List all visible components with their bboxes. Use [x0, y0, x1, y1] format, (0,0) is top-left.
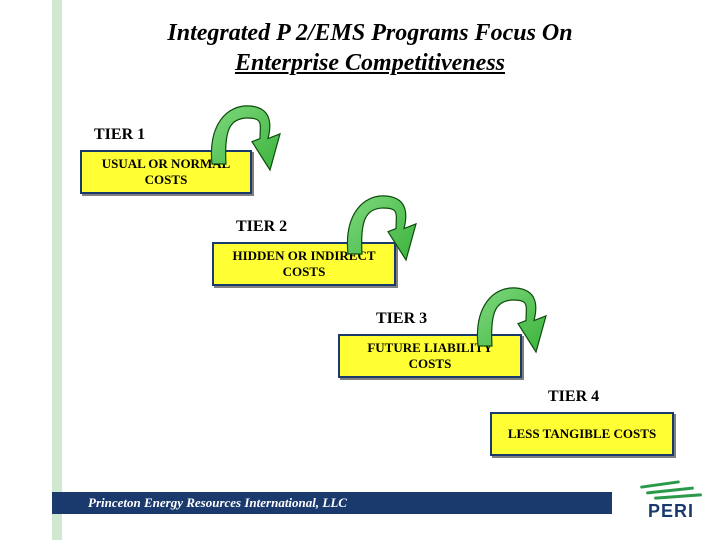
peri-logo: PERI	[640, 479, 702, 522]
page-title: Integrated P 2/EMS Programs Focus On Ent…	[80, 18, 660, 78]
logo-lines-icon	[640, 479, 702, 499]
footer-text: Princeton Energy Resources International…	[88, 495, 347, 511]
curved-arrow-icon	[338, 188, 426, 266]
tier-4-label: TIER 4	[548, 388, 599, 406]
tier-3-label: TIER 3	[376, 310, 427, 328]
left-accent-stripe	[52, 0, 62, 540]
footer-bar: Princeton Energy Resources International…	[52, 492, 612, 514]
curved-arrow-icon	[202, 98, 290, 176]
curved-arrow-icon	[468, 280, 556, 358]
tier-4-box: LESS TANGIBLE COSTS	[490, 412, 674, 456]
title-line-1: Integrated P 2/EMS Programs Focus On	[167, 20, 572, 46]
title-line-2: Enterprise Competitiveness	[235, 50, 505, 76]
tier-1-label: TIER 1	[94, 126, 145, 144]
logo-text: PERI	[640, 501, 702, 522]
tier-2-label: TIER 2	[236, 218, 287, 236]
